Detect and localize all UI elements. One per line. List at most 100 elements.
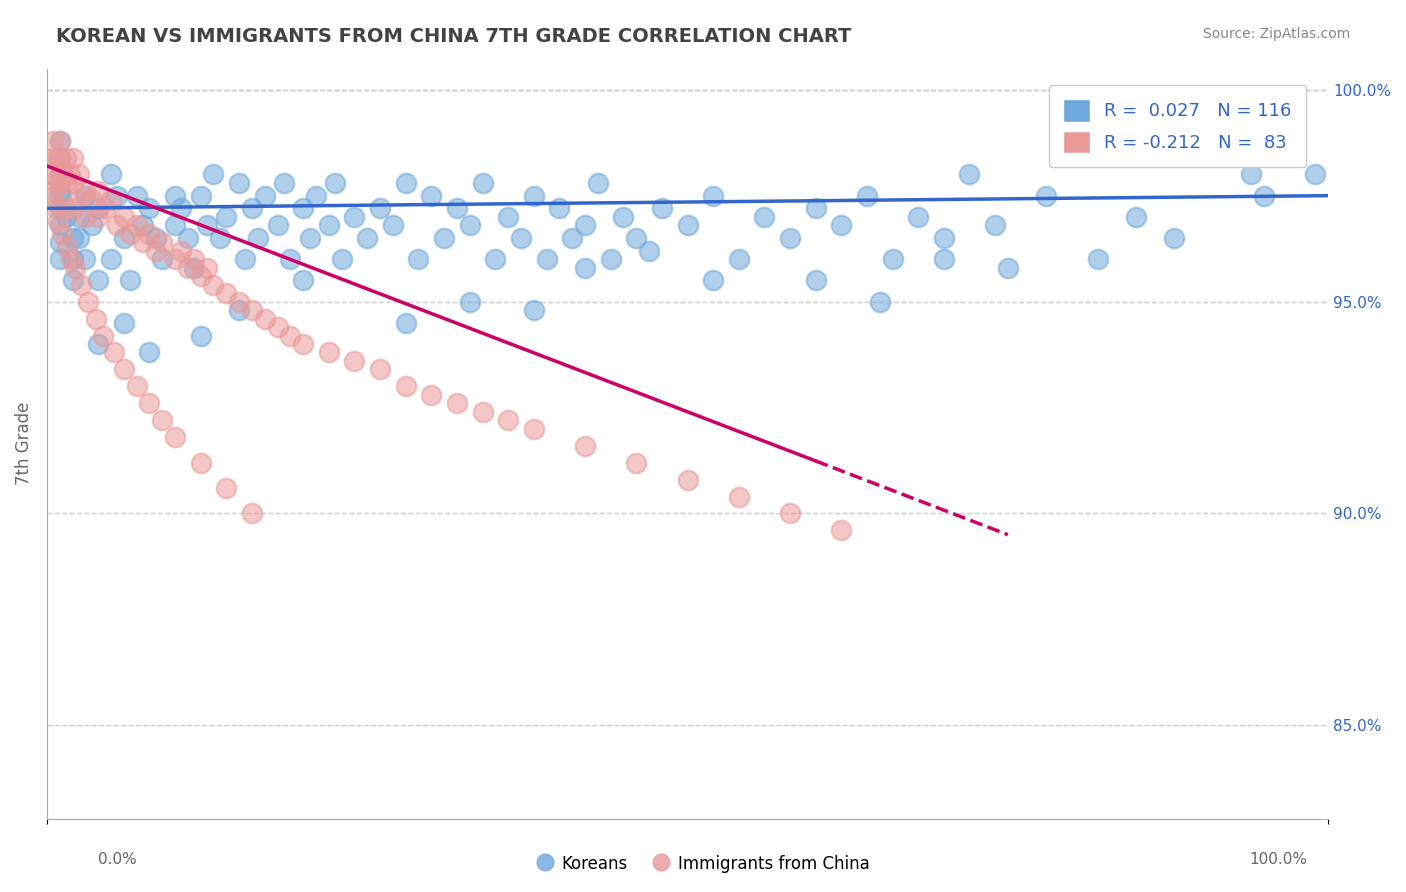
Point [55,176,77,190]
Text: 100.0%: 100.0% [1250,852,1308,867]
Point [599,252,621,267]
Point [368,202,391,216]
Point [779,507,801,521]
Point [408,252,430,267]
Point [48,185,70,199]
Point [278,252,301,267]
Point [208,231,231,245]
Point [323,176,346,190]
Point [63,260,86,275]
Point [48,214,70,228]
Point [138,396,160,410]
Point [100,193,122,207]
Point [87,337,110,351]
Point [183,252,205,267]
Point [75,210,97,224]
Point [932,252,955,267]
Point [395,176,418,190]
Point [190,456,212,470]
Point [266,219,288,233]
Point [183,260,205,275]
Point [754,210,776,224]
Point [48,134,70,148]
Point [67,231,90,245]
Point [91,328,114,343]
Point [957,168,980,182]
Point [45,202,67,216]
Point [343,354,366,368]
Point [62,273,84,287]
Point [484,252,506,267]
Point [150,235,173,250]
Point [420,188,443,202]
Point [62,176,84,190]
Point [132,235,155,250]
Point [70,277,93,292]
Point [62,231,84,245]
Point [75,188,97,202]
Point [626,456,648,470]
Point [273,176,295,190]
Point [458,294,481,309]
Point [195,260,218,275]
Point [869,294,891,309]
Point [305,188,328,202]
Point [48,235,70,250]
Point [77,294,100,309]
Point [80,193,103,207]
Point [523,188,546,202]
Point [51,168,73,182]
Point [247,231,270,245]
Point [48,176,70,190]
Point [170,202,193,216]
Point [170,244,193,258]
Text: 0.0%: 0.0% [98,852,138,867]
Point [612,210,634,224]
Point [87,210,110,224]
Point [42,151,65,165]
Point [100,252,122,267]
Point [381,219,404,233]
Point [292,337,315,351]
Point [830,524,852,538]
Point [1202,146,1225,161]
Point [676,473,699,487]
Point [471,405,494,419]
Point [75,252,97,267]
Point [779,231,801,245]
Point [87,273,110,287]
Point [240,507,263,521]
Point [51,227,73,241]
Point [932,231,955,245]
Point [105,188,128,202]
Point [356,231,378,245]
Point [42,185,65,199]
Point [253,311,276,326]
Point [87,185,110,199]
Point [446,396,468,410]
Point [368,362,391,376]
Point [1253,188,1275,202]
Point [561,231,583,245]
Point [496,413,519,427]
Point [395,379,418,393]
Point [298,231,321,245]
Point [67,210,90,224]
Point [103,345,125,359]
Point [727,490,749,504]
Point [132,219,155,233]
Point [804,202,827,216]
Point [536,252,558,267]
Point [292,202,315,216]
Point [548,202,571,216]
Point [676,219,699,233]
Point [177,260,200,275]
Point [1035,188,1057,202]
Point [67,168,90,182]
Point [120,227,142,241]
Point [856,188,879,202]
Point [42,134,65,148]
Point [59,168,82,182]
Point [163,252,186,267]
Point [574,260,596,275]
